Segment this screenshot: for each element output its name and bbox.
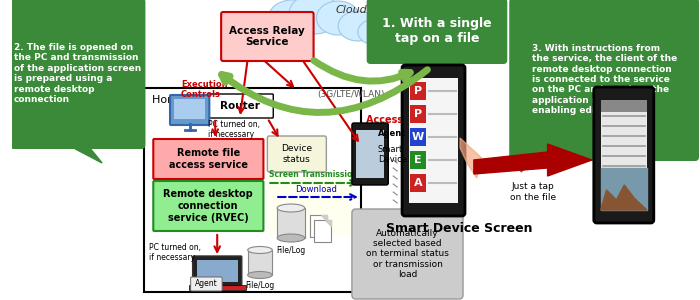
Text: File/Log: File/Log [276,246,306,255]
Text: W: W [412,132,424,142]
FancyBboxPatch shape [267,175,351,235]
Polygon shape [68,145,102,163]
FancyBboxPatch shape [221,12,314,61]
FancyBboxPatch shape [410,128,426,146]
Text: Smart
Device: Smart Device [378,145,407,164]
FancyBboxPatch shape [153,139,263,179]
Text: 3. With instructions from
the service, the client of the
remote desktop connecti: 3. With instructions from the service, t… [531,44,677,115]
FancyBboxPatch shape [277,208,304,238]
FancyBboxPatch shape [314,220,331,242]
Ellipse shape [248,247,272,254]
FancyBboxPatch shape [367,0,508,64]
Text: Router: Router [220,101,260,111]
FancyBboxPatch shape [410,151,426,169]
FancyBboxPatch shape [248,250,272,275]
FancyBboxPatch shape [10,0,146,149]
FancyBboxPatch shape [193,256,242,286]
FancyBboxPatch shape [189,285,246,290]
Ellipse shape [277,204,304,212]
FancyBboxPatch shape [207,94,273,118]
FancyBboxPatch shape [410,174,426,192]
Text: Remote file
access service: Remote file access service [169,148,248,170]
FancyBboxPatch shape [594,87,654,223]
Text: Remote desktop
connection
service (RVEC): Remote desktop connection service (RVEC) [164,189,253,223]
Text: A: A [414,178,422,188]
FancyBboxPatch shape [197,260,238,282]
Polygon shape [460,138,482,178]
Ellipse shape [316,1,360,35]
FancyBboxPatch shape [174,99,205,119]
Text: Agent: Agent [378,128,406,137]
Ellipse shape [268,0,316,36]
Text: Smart Device Screen: Smart Device Screen [386,221,532,235]
Ellipse shape [251,12,294,44]
FancyBboxPatch shape [402,65,465,216]
FancyBboxPatch shape [356,130,384,178]
FancyBboxPatch shape [153,181,263,231]
Text: P: P [414,86,422,96]
Polygon shape [326,220,331,226]
Text: File/Log: File/Log [246,281,274,290]
FancyBboxPatch shape [509,0,699,161]
FancyBboxPatch shape [601,100,647,112]
Polygon shape [474,144,592,176]
FancyBboxPatch shape [410,105,426,123]
Text: Execution
Controls: Execution Controls [181,80,228,99]
Text: Home PC: Home PC [153,95,203,105]
Text: Cloud: Cloud [335,5,367,15]
Text: Access Relay
Service: Access Relay Service [230,26,305,47]
Ellipse shape [289,0,340,34]
FancyBboxPatch shape [410,82,426,100]
Text: P: P [414,109,422,119]
Ellipse shape [277,234,304,242]
Text: 2. The file is opened on
the PC and transmission
of the application screen
is pr: 2. The file is opened on the PC and tran… [14,43,141,104]
Text: Access Demand: Access Demand [365,115,452,125]
FancyArrowPatch shape [314,61,410,81]
FancyBboxPatch shape [170,95,209,125]
FancyBboxPatch shape [601,100,647,210]
Ellipse shape [248,272,272,278]
Text: Automatically
selected based
on terminal status
or transmission
load: Automatically selected based on terminal… [366,229,449,279]
FancyBboxPatch shape [267,136,326,172]
Text: Device
status: Device status [281,144,312,164]
FancyBboxPatch shape [144,88,360,292]
Polygon shape [410,60,430,75]
Text: Screen Transmission: Screen Transmission [269,170,358,179]
FancyBboxPatch shape [409,78,458,203]
Text: E: E [414,155,421,165]
Text: Download: Download [295,185,337,194]
Text: Agent: Agent [195,280,218,289]
FancyArrowPatch shape [222,70,428,112]
Text: PC turned on,
if necessary: PC turned on, if necessary [209,120,260,140]
Text: Just a tap
on the file: Just a tap on the file [510,182,556,202]
Text: (3G/LTE/WLAN): (3G/LTE/WLAN) [317,91,385,100]
Text: 1. With a single
tap on a file: 1. With a single tap on a file [382,17,492,45]
FancyBboxPatch shape [190,277,222,291]
FancyBboxPatch shape [352,209,463,299]
Text: PC turned on,
if necessary: PC turned on, if necessary [149,243,202,262]
Polygon shape [601,185,647,210]
Polygon shape [321,215,328,221]
Ellipse shape [358,19,393,45]
FancyBboxPatch shape [352,123,389,185]
FancyBboxPatch shape [309,215,328,237]
Ellipse shape [338,11,377,41]
Polygon shape [518,157,538,172]
